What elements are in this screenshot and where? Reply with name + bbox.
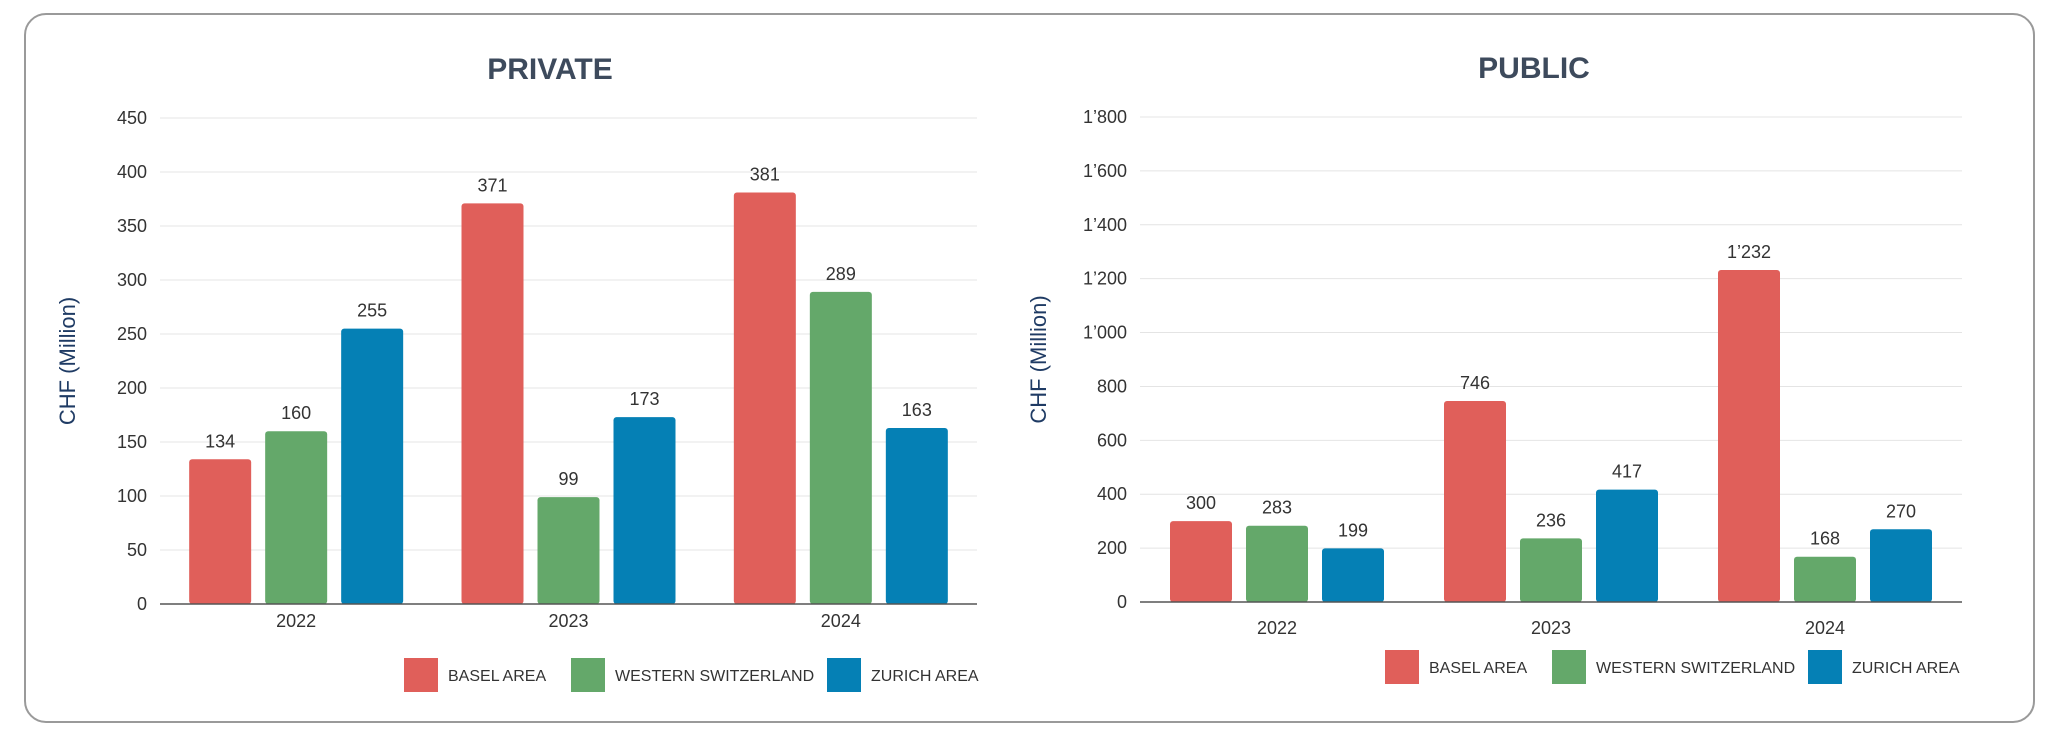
chart-title: PUBLIC <box>1478 52 1590 85</box>
y-tick-label: 300 <box>117 270 147 290</box>
x-tick-label: 2022 <box>1257 618 1297 638</box>
y-tick-label: 1’600 <box>1083 161 1127 181</box>
data-label: 134 <box>205 431 235 451</box>
bar-basel <box>461 203 524 604</box>
x-tick-label: 2022 <box>276 611 316 631</box>
x-tick-label: 2024 <box>1805 618 1845 638</box>
data-label: 1’232 <box>1727 242 1771 262</box>
bar-zurich <box>341 328 404 604</box>
data-label: 381 <box>750 165 780 185</box>
data-label: 270 <box>1886 501 1916 521</box>
data-label: 283 <box>1262 498 1292 518</box>
data-label: 160 <box>281 403 311 423</box>
bar-zurich <box>1596 489 1658 602</box>
data-label: 168 <box>1810 529 1840 549</box>
y-tick-label: 400 <box>1097 484 1127 504</box>
x-tick-label: 2023 <box>1531 618 1571 638</box>
bar-western <box>809 291 872 604</box>
y-tick-label: 800 <box>1097 376 1127 396</box>
legend-swatch-western <box>571 658 605 692</box>
legend-swatch-basel <box>404 658 438 692</box>
y-axis-label: CHF (Million) <box>1026 295 1051 423</box>
y-tick-label: 200 <box>117 378 147 398</box>
legend: BASEL AREA WESTERN SWITZERLAND ZURICH AREA <box>404 658 979 692</box>
y-tick-label: 1’400 <box>1083 215 1127 235</box>
y-tick-label: 1’000 <box>1083 323 1127 343</box>
bar-basel <box>1444 400 1506 602</box>
chart-private: PRIVATE 0 50 100 150 200 250 300 350 400 450 CHF (M… <box>55 53 979 692</box>
bar-western <box>1520 538 1582 602</box>
y-tick-label: 450 <box>117 108 147 128</box>
y-tick-label: 0 <box>137 594 147 614</box>
y-tick-label: 200 <box>1097 538 1127 558</box>
y-tick-label: 150 <box>117 432 147 452</box>
legend-label: BASEL AREA <box>1429 660 1527 677</box>
bar-basel <box>189 459 252 604</box>
chart-title: PRIVATE <box>487 53 613 86</box>
bar-basel <box>733 192 796 604</box>
bar-zurich <box>613 417 676 604</box>
data-label: 163 <box>902 400 932 420</box>
data-label: 99 <box>558 469 578 489</box>
y-tick-label: 1’800 <box>1083 107 1127 127</box>
legend-label: ZURICH AREA <box>871 668 979 685</box>
legend-swatch-western <box>1552 650 1586 684</box>
y-tick-label: 100 <box>117 486 147 506</box>
legend-label: WESTERN SWITZERLAND <box>1596 660 1795 677</box>
bar-basel <box>1718 270 1780 602</box>
legend-label: ZURICH AREA <box>1852 660 1960 677</box>
y-tick-label: 350 <box>117 216 147 236</box>
data-label: 746 <box>1460 373 1490 393</box>
chart-public: PUBLIC 0 200 400 600 800 1’000 1’200 1’400 1’600 1… <box>1026 52 1962 684</box>
legend-label: WESTERN SWITZERLAND <box>615 668 814 685</box>
y-tick-label: 250 <box>117 324 147 344</box>
data-label: 417 <box>1612 462 1642 482</box>
y-tick-label: 600 <box>1097 430 1127 450</box>
bar-basel <box>1170 521 1232 602</box>
bar-zurich <box>1322 548 1384 602</box>
bar-western <box>265 431 328 604</box>
data-label: 300 <box>1186 493 1216 513</box>
y-tick-label: 0 <box>1117 592 1127 612</box>
legend: BASEL AREA WESTERN SWITZERLAND ZURICH AREA <box>1385 650 1960 684</box>
y-tick-label: 400 <box>117 162 147 182</box>
data-label: 236 <box>1536 510 1566 530</box>
bar-western <box>537 497 600 604</box>
x-tick-label: 2023 <box>548 611 588 631</box>
bar-western <box>1246 525 1308 602</box>
data-label: 173 <box>629 389 659 409</box>
y-tick-label: 50 <box>127 540 147 560</box>
legend-swatch-basel <box>1385 650 1419 684</box>
bar-western <box>1794 556 1856 602</box>
x-tick-label: 2024 <box>821 611 861 631</box>
bar-zurich <box>885 427 948 604</box>
legend-swatch-zurich <box>1808 650 1842 684</box>
legend-label: BASEL AREA <box>448 668 546 685</box>
bar-zurich <box>1870 529 1932 602</box>
legend-swatch-zurich <box>827 658 861 692</box>
data-label: 255 <box>357 301 387 321</box>
data-label: 371 <box>477 175 507 195</box>
y-axis-label: CHF (Million) <box>55 297 80 425</box>
data-label: 199 <box>1338 520 1368 540</box>
data-label: 289 <box>826 264 856 284</box>
y-tick-label: 1’200 <box>1083 269 1127 289</box>
